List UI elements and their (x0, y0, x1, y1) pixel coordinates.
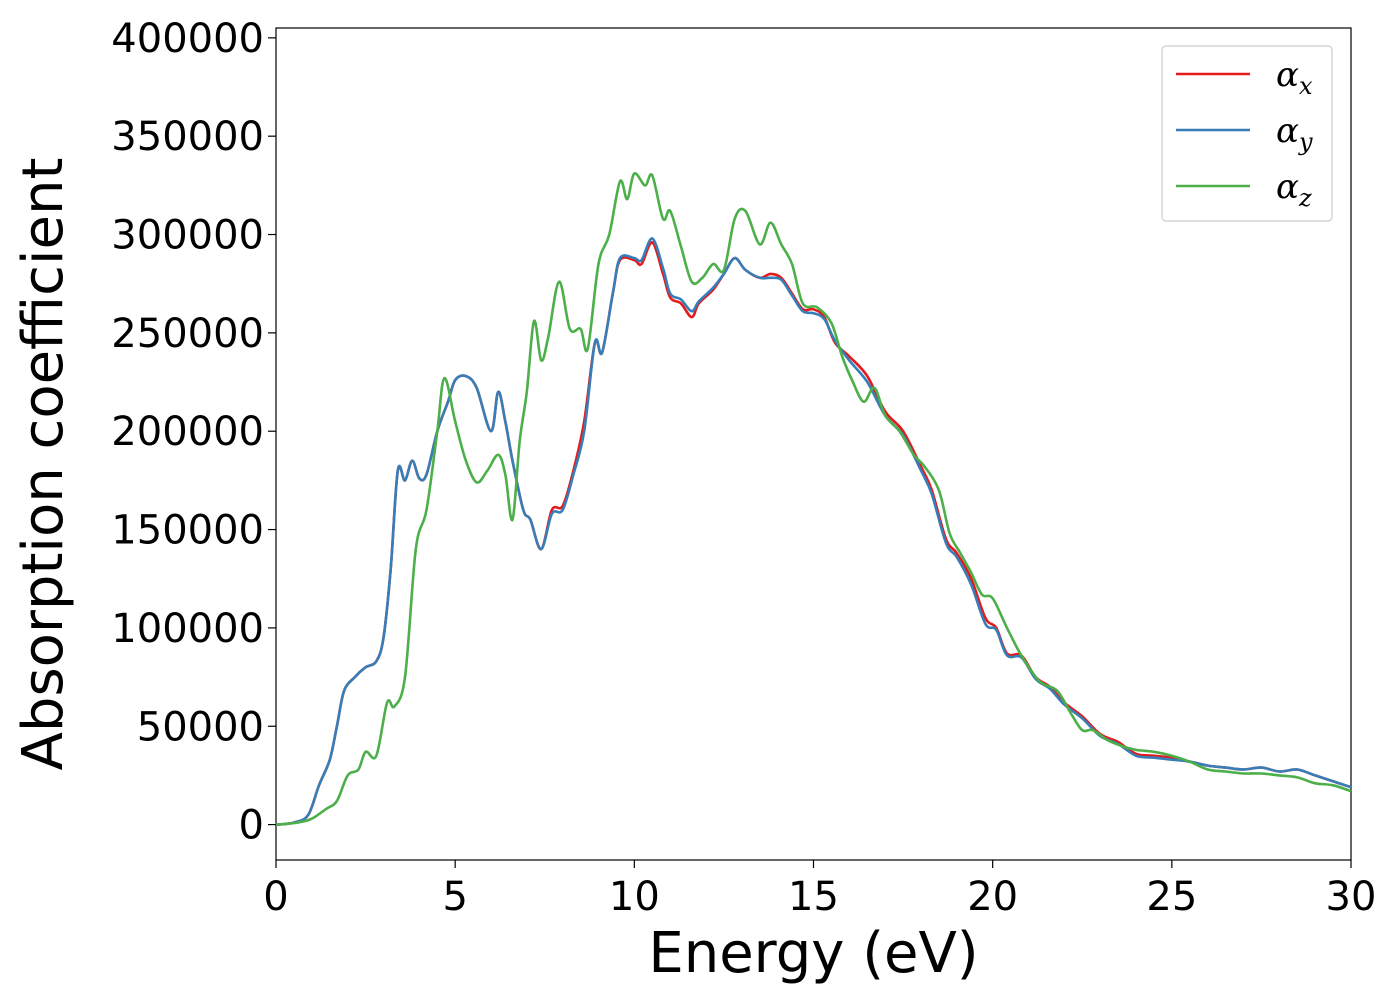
legend-label-x: αx (1276, 55, 1313, 100)
y-tick-label: 300000 (111, 213, 264, 259)
x-axis-ticks: 0 5 10 15 20 25 30 (263, 860, 1376, 920)
x-tick-label: 5 (442, 874, 467, 920)
y-tick-label: 350000 (111, 114, 264, 160)
x-tick-label: 25 (1146, 874, 1197, 920)
y-tick-label: 250000 (111, 311, 264, 357)
x-tick-label: 0 (263, 874, 288, 920)
series-line-z (275, 172, 1352, 826)
series-lines (275, 172, 1352, 826)
y-tick-label: 400000 (111, 16, 264, 62)
series-line-x (275, 241, 1352, 826)
series-line-y (275, 237, 1352, 826)
x-tick-label: 20 (967, 874, 1018, 920)
y-tick-label: 150000 (111, 508, 264, 554)
y-axis-ticks: 0 50000 100000 150000 200000 250000 300000 3500… (111, 16, 276, 849)
x-axis-title: Energy (eV) (648, 921, 978, 986)
y-tick-label: 200000 (111, 409, 264, 455)
legend: αx αy αz (1161, 45, 1333, 222)
x-tick-label: 30 (1326, 874, 1377, 920)
y-tick-label: 50000 (137, 704, 264, 750)
legend-label-y: αy (1276, 111, 1313, 156)
x-tick-label: 15 (788, 874, 839, 920)
y-tick-label: 100000 (111, 606, 264, 652)
legend-label-z: αz (1276, 167, 1312, 212)
y-axis-title: Absorption coefficient (11, 158, 76, 771)
x-tick-label: 10 (609, 874, 660, 920)
y-tick-label: 0 (239, 803, 264, 849)
legend-box (1161, 45, 1333, 222)
